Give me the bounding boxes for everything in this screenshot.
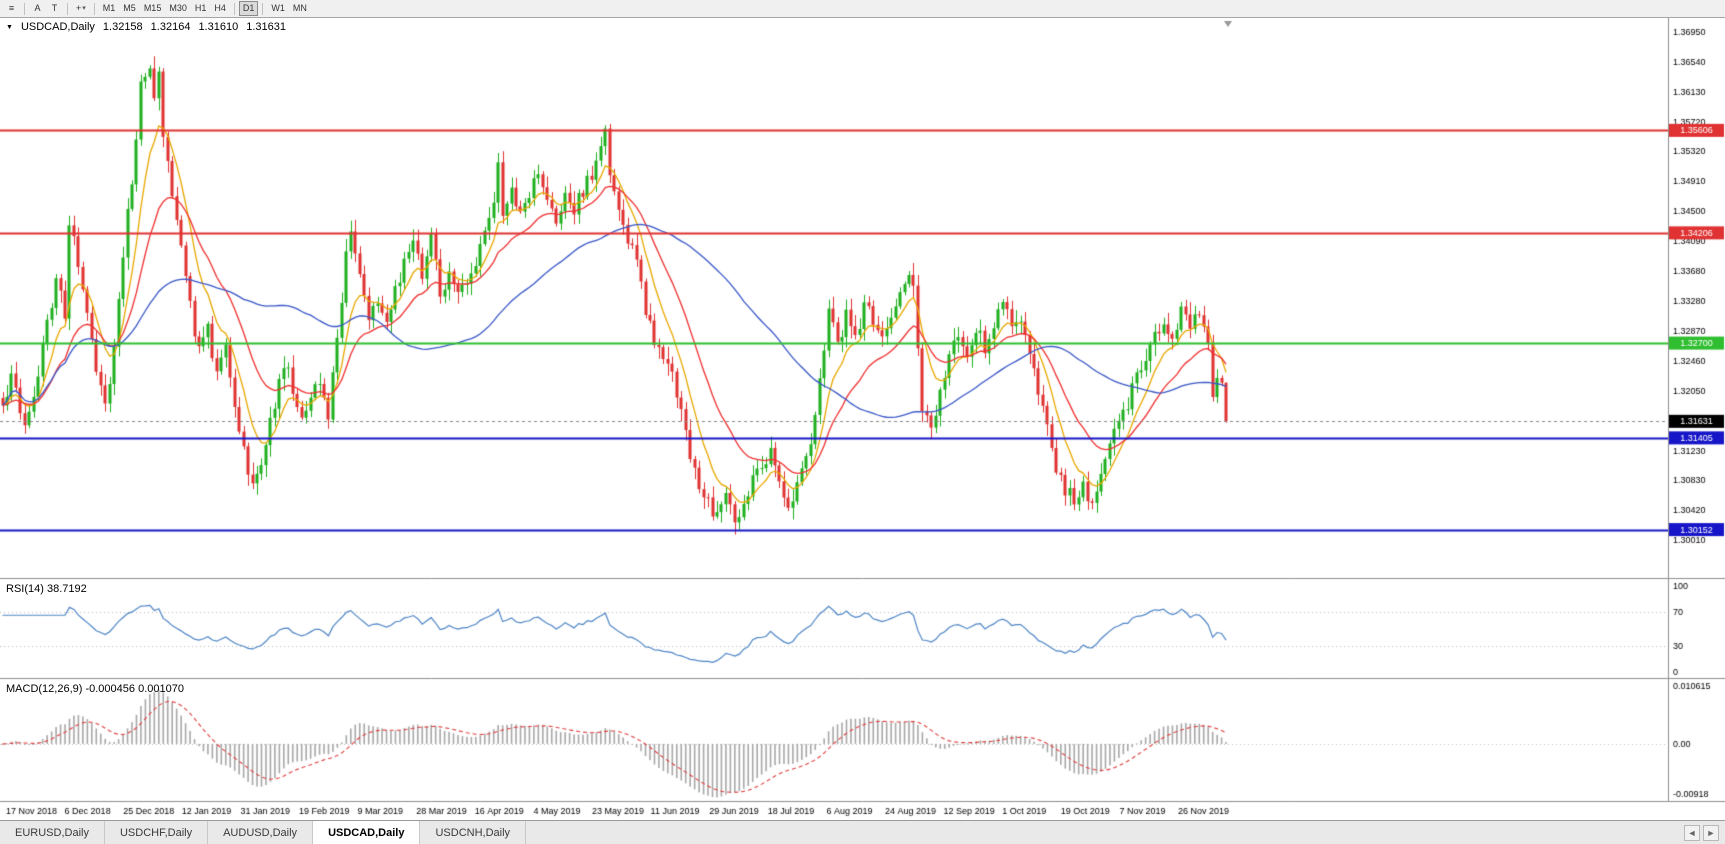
chart-tabs: EURUSD,Daily USDCHF,Daily AUDUSD,Daily USDC…	[0, 821, 527, 844]
toolbar-separator	[24, 2, 25, 15]
price-chart-canvas[interactable]	[0, 18, 1725, 820]
timeframe-h4-button[interactable]: H4	[210, 1, 230, 16]
crosshair-tool-button[interactable]: + ▾	[72, 1, 90, 16]
toolbar-separator	[67, 2, 68, 15]
tab-scroll-left-icon[interactable]: ◄	[1684, 824, 1700, 841]
timeframe-m5-button[interactable]: M5	[119, 1, 140, 16]
tab-scroll-controls: ◄ ►	[1678, 821, 1725, 844]
chart-area: ▼ USDCAD,Daily 1.32158 1.32164 1.31610 1…	[0, 18, 1725, 820]
timeframe-h1-button[interactable]: H1	[191, 1, 211, 16]
timeframe-m1-button[interactable]: M1	[99, 1, 120, 16]
toolbar-separator	[93, 2, 95, 15]
timeframe-m15-button[interactable]: M15	[140, 1, 166, 16]
tab-eurusd[interactable]: EURUSD,Daily	[0, 821, 105, 844]
text-tool-button[interactable]: T	[46, 1, 63, 16]
bars-menu-icon[interactable]: ≡	[3, 1, 20, 16]
timeframe-mn-button[interactable]: MN	[289, 1, 311, 16]
timeframe-d1-button[interactable]: D1	[238, 1, 259, 16]
tab-usdcnh[interactable]: USDCNH,Daily	[420, 821, 527, 844]
dropdown-caret-icon: ▾	[82, 5, 86, 12]
toolbar-separator	[262, 2, 264, 15]
tab-audusd[interactable]: AUDUSD,Daily	[208, 821, 314, 844]
tab-usdchf[interactable]: USDCHF,Daily	[105, 821, 209, 844]
toolbar-tools: ≡ A T + ▾	[3, 0, 99, 17]
chart-tab-bar: EURUSD,Daily USDCHF,Daily AUDUSD,Daily USDC…	[0, 820, 1725, 844]
cursor-tool-button[interactable]: A	[29, 1, 46, 16]
toolbar-separator	[233, 2, 235, 15]
collapse-triangle-icon[interactable]: ▼	[6, 23, 13, 31]
timeframe-buttons: M1 M5 M15 M30 H1 H4 D1 W1 MN	[99, 0, 311, 17]
toolbar: ≡ A T + ▾ M1 M5 M15 M30 H1 H4 D1 W1 MN	[0, 0, 1725, 18]
tab-usdcad[interactable]: USDCAD,Daily	[313, 821, 421, 844]
tab-scroll-right-icon[interactable]: ►	[1703, 824, 1719, 841]
timeframe-m30-button[interactable]: M30	[165, 1, 191, 16]
timeframe-w1-button[interactable]: W1	[267, 1, 289, 16]
